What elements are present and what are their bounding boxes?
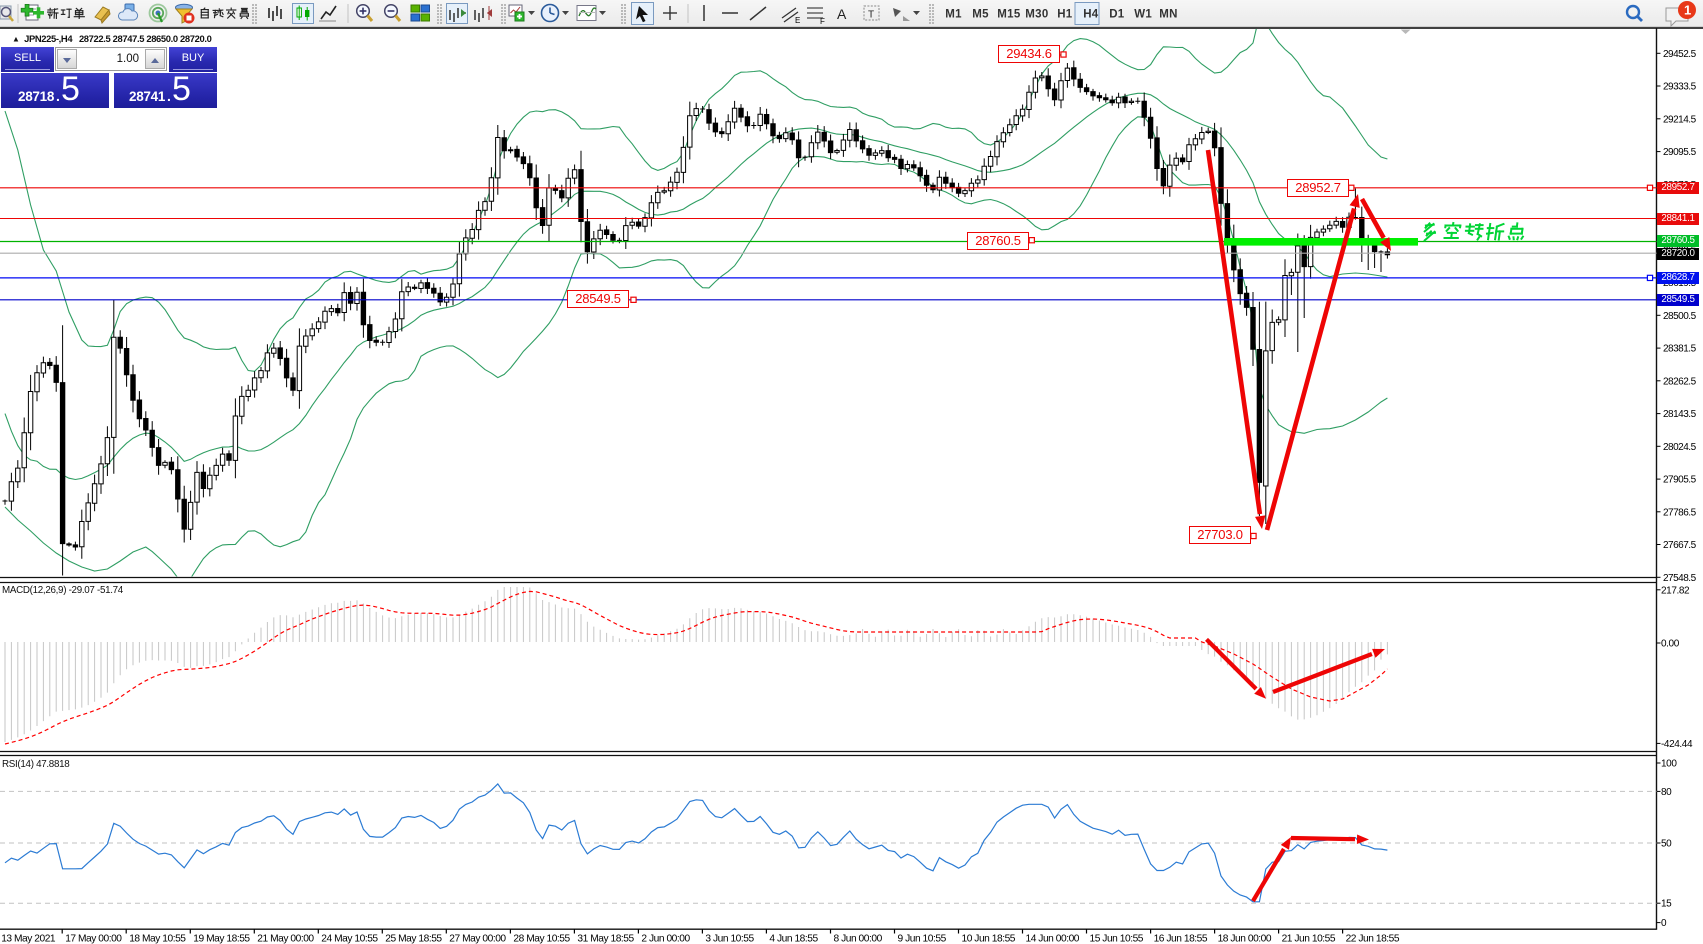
svg-text:27786.5: 27786.5 [1663, 507, 1697, 518]
svg-text:21 Jun 10:55: 21 Jun 10:55 [1282, 934, 1336, 944]
svg-text:27905.5: 27905.5 [1663, 475, 1697, 486]
svg-text:28381.5: 28381.5 [1663, 344, 1697, 355]
svg-text:H1: H1 [1057, 9, 1073, 21]
svg-text:13 May 2021: 13 May 2021 [1, 934, 56, 944]
svg-text:19 May 18:55: 19 May 18:55 [193, 934, 250, 944]
svg-text:14 Jun 00:00: 14 Jun 00:00 [1026, 934, 1080, 944]
svg-text:15: 15 [1661, 899, 1672, 910]
svg-text:18 May 10:55: 18 May 10:55 [129, 934, 186, 944]
svg-text:8 Jun 00:00: 8 Jun 00:00 [834, 934, 883, 944]
svg-text:28262.5: 28262.5 [1663, 376, 1697, 387]
svg-text:A: A [837, 6, 847, 22]
svg-text:10 Jun 18:55: 10 Jun 18:55 [962, 934, 1016, 944]
svg-text:29214.5: 29214.5 [1663, 114, 1697, 125]
svg-text:22 Jun 18:55: 22 Jun 18:55 [1346, 934, 1400, 944]
svg-text:29452.5: 29452.5 [1663, 49, 1697, 60]
svg-text:E: E [795, 16, 800, 25]
svg-text:M1: M1 [945, 9, 962, 21]
svg-text:29333.5: 29333.5 [1663, 82, 1697, 93]
svg-text:2 Jun 00:00: 2 Jun 00:00 [641, 934, 690, 944]
svg-text:50: 50 [1661, 839, 1672, 850]
svg-text:-424.44: -424.44 [1661, 739, 1693, 750]
svg-text:9 Jun 10:55: 9 Jun 10:55 [898, 934, 947, 944]
svg-text:16 Jun 18:55: 16 Jun 18:55 [1154, 934, 1208, 944]
svg-text:H4: H4 [1083, 9, 1099, 21]
svg-text:100: 100 [1661, 759, 1677, 770]
svg-text:M5: M5 [972, 9, 989, 21]
svg-text:M30: M30 [1025, 9, 1048, 21]
svg-text:28024.5: 28024.5 [1663, 442, 1697, 453]
svg-text:27667.5: 27667.5 [1663, 540, 1697, 551]
svg-text:17 May 00:00: 17 May 00:00 [65, 934, 122, 944]
svg-text:0: 0 [1661, 918, 1667, 929]
svg-text:24 May 10:55: 24 May 10:55 [321, 934, 378, 944]
svg-text:28500.5: 28500.5 [1663, 311, 1697, 322]
svg-text:28143.5: 28143.5 [1663, 409, 1697, 420]
svg-text:D1: D1 [1109, 9, 1125, 21]
svg-text:0.00: 0.00 [1661, 639, 1680, 650]
svg-text:4 Jun 18:55: 4 Jun 18:55 [769, 934, 818, 944]
svg-text:25 May 18:55: 25 May 18:55 [385, 934, 442, 944]
svg-text:28 May 10:55: 28 May 10:55 [513, 934, 570, 944]
svg-text:1: 1 [1684, 3, 1691, 18]
svg-text:15 Jun 10:55: 15 Jun 10:55 [1090, 934, 1144, 944]
svg-text:M15: M15 [997, 9, 1021, 21]
svg-text:27548.5: 27548.5 [1663, 573, 1697, 584]
svg-text:F: F [820, 17, 825, 26]
svg-text:W1: W1 [1134, 9, 1152, 21]
svg-text:80: 80 [1661, 787, 1672, 798]
svg-text:31 May 18:55: 31 May 18:55 [577, 934, 634, 944]
svg-text:21 May 00:00: 21 May 00:00 [257, 934, 314, 944]
svg-text:T: T [868, 10, 874, 21]
svg-text:3 Jun 10:55: 3 Jun 10:55 [705, 934, 754, 944]
svg-text:27 May 00:00: 27 May 00:00 [449, 934, 506, 944]
svg-text:217.82: 217.82 [1661, 585, 1690, 596]
svg-text:18 Jun 00:00: 18 Jun 00:00 [1218, 934, 1272, 944]
svg-text:29095.5: 29095.5 [1663, 147, 1697, 158]
svg-text:MN: MN [1159, 9, 1178, 21]
